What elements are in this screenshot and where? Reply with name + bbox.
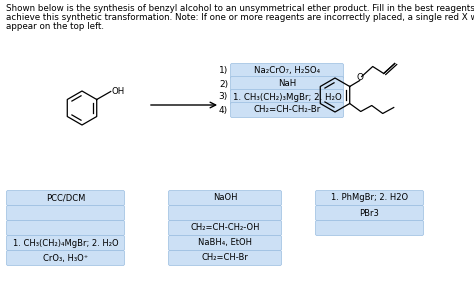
Text: PCC/DCM: PCC/DCM [46, 193, 85, 203]
Text: OH: OH [112, 87, 125, 96]
FancyBboxPatch shape [168, 221, 282, 235]
FancyBboxPatch shape [316, 221, 423, 235]
Text: PBr3: PBr3 [360, 209, 380, 218]
Text: NaOH: NaOH [213, 193, 237, 203]
Text: 3): 3) [219, 92, 228, 102]
Text: 4): 4) [219, 105, 228, 114]
Text: NaBH₄, EtOH: NaBH₄, EtOH [198, 238, 252, 248]
FancyBboxPatch shape [230, 89, 344, 105]
Text: 1): 1) [219, 66, 228, 75]
FancyBboxPatch shape [7, 190, 125, 206]
Text: O: O [356, 73, 363, 82]
FancyBboxPatch shape [230, 103, 344, 117]
Text: 2): 2) [219, 80, 228, 89]
Text: CH₂=CH-CH₂-OH: CH₂=CH-CH₂-OH [190, 224, 260, 232]
FancyBboxPatch shape [168, 251, 282, 266]
Text: CrO₃, H₃O⁺: CrO₃, H₃O⁺ [43, 254, 88, 263]
FancyBboxPatch shape [316, 206, 423, 221]
FancyBboxPatch shape [7, 235, 125, 251]
FancyBboxPatch shape [230, 63, 344, 78]
Text: CH₂=CH-CH₂-Br: CH₂=CH-CH₂-Br [254, 105, 320, 114]
FancyBboxPatch shape [7, 206, 125, 221]
FancyBboxPatch shape [316, 190, 423, 206]
FancyBboxPatch shape [7, 221, 125, 235]
Text: CH₂=CH-Br: CH₂=CH-Br [201, 254, 248, 263]
Text: achieve this synthetic transformation. Note: If one or more reagents are incorre: achieve this synthetic transformation. N… [6, 13, 474, 22]
Text: Shown below is the synthesis of benzyl alcohol to an unsymmetrical ether product: Shown below is the synthesis of benzyl a… [6, 4, 474, 13]
FancyBboxPatch shape [7, 251, 125, 266]
Text: NaH: NaH [278, 80, 296, 89]
FancyBboxPatch shape [230, 77, 344, 91]
Text: 1. PhMgBr; 2. H2O: 1. PhMgBr; 2. H2O [331, 193, 408, 203]
Text: 1. CH₃(CH₂)₃MgBr; 2. H₂O: 1. CH₃(CH₂)₃MgBr; 2. H₂O [233, 92, 341, 102]
Text: appear on the top left.: appear on the top left. [6, 22, 104, 31]
FancyBboxPatch shape [168, 206, 282, 221]
Text: 1. CH₃(CH₂)₄MgBr; 2. H₂O: 1. CH₃(CH₂)₄MgBr; 2. H₂O [13, 238, 118, 248]
Text: Na₂CrO₇, H₂SO₄: Na₂CrO₇, H₂SO₄ [254, 66, 320, 75]
FancyBboxPatch shape [168, 235, 282, 251]
FancyBboxPatch shape [168, 190, 282, 206]
